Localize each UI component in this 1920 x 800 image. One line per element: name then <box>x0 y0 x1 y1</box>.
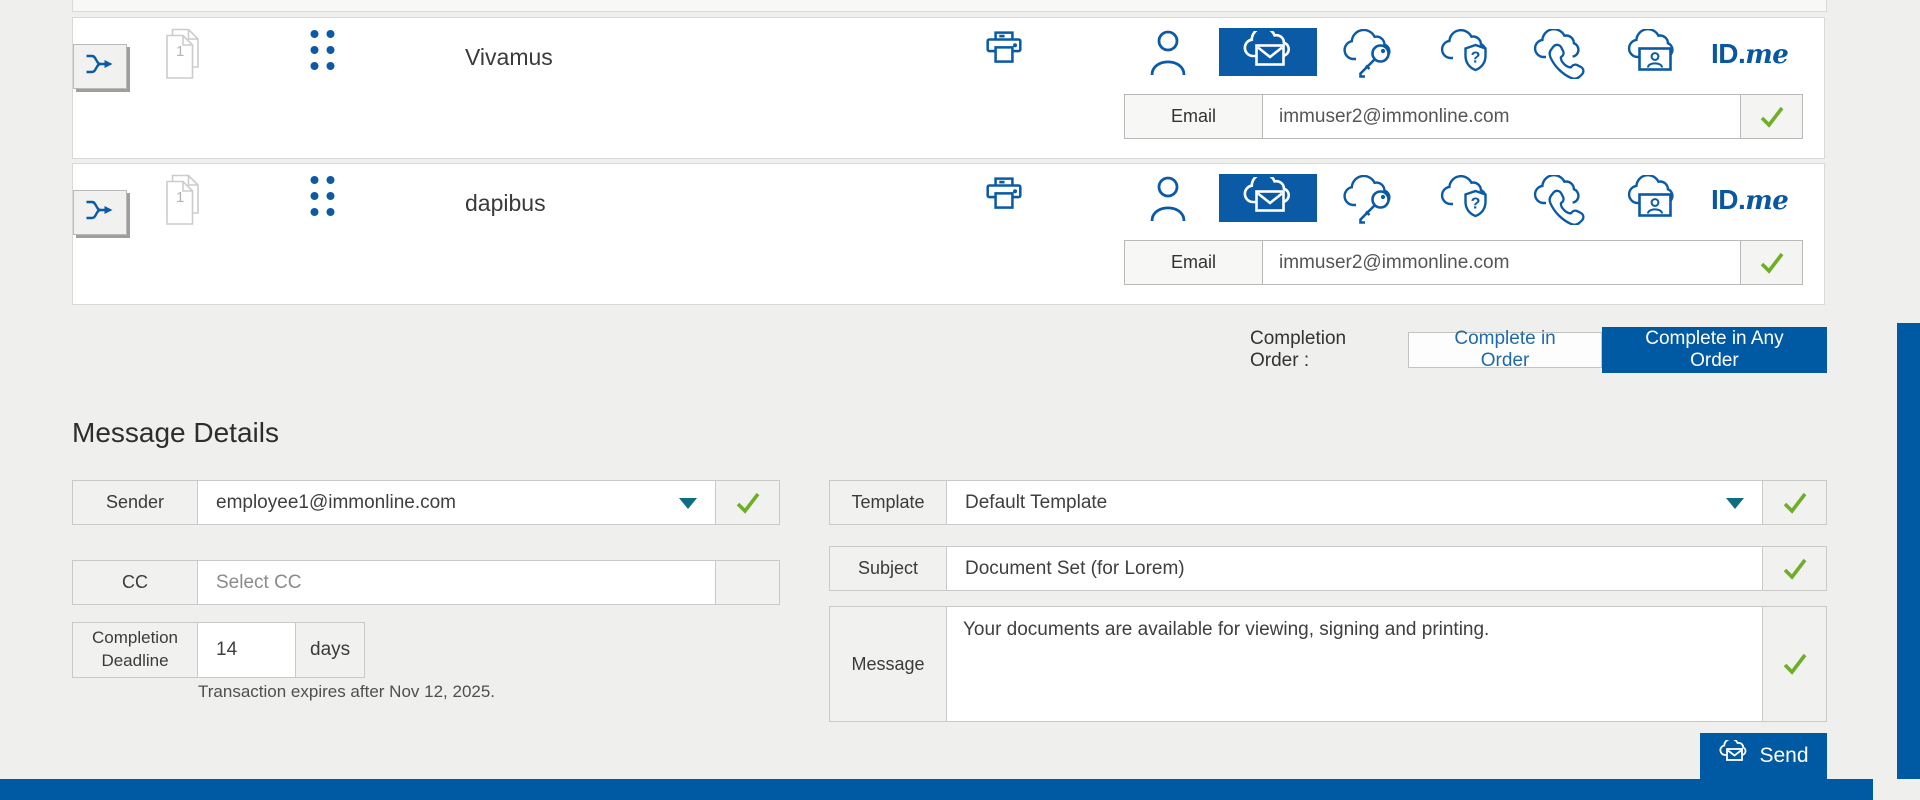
print-icon[interactable] <box>985 30 1023 75</box>
idme-logo[interactable]: ID.me <box>1711 184 1789 216</box>
deadline-days-input[interactable] <box>198 623 295 677</box>
expiry-note: Transaction expires after Nov 12, 2025. <box>198 682 496 701</box>
check-icon <box>736 492 759 514</box>
phone-auth-icon[interactable] <box>1531 28 1591 84</box>
cc-label: CC <box>122 572 148 593</box>
id-verification-icon[interactable] <box>1625 174 1687 230</box>
template-label: Template <box>851 492 925 513</box>
idme-logo-italic: me <box>1745 40 1789 70</box>
svg-text:?: ? <box>1471 50 1481 67</box>
email-delivery-icon-selected[interactable] <box>1219 28 1317 76</box>
completion-deadline-row: Completion Deadline days <box>72 622 365 678</box>
subject-label: Subject <box>857 558 919 579</box>
sender-label: Sender <box>105 492 165 513</box>
document-pages-icon[interactable]: 1 <box>165 28 207 85</box>
send-button[interactable]: Send <box>1700 733 1827 779</box>
email-label: Email <box>1124 94 1263 139</box>
deadline-unit: days <box>310 639 351 660</box>
template-row: Template Default Template <box>829 480 1827 525</box>
email-valid-cell <box>1741 94 1803 139</box>
check-icon <box>1783 558 1806 580</box>
recipient-email-row: Email <box>1124 94 1803 139</box>
message-valid-cell <box>1763 607 1826 721</box>
sender-dropdown[interactable]: employee1@immonline.com <box>197 481 716 524</box>
recipient-name: Vivamus <box>465 44 553 70</box>
recipient-name: dapibus <box>465 190 546 216</box>
svg-text:?: ? <box>1471 196 1481 213</box>
sender-row: Sender employee1@immonline.com <box>72 480 780 525</box>
cc-row: CC <box>72 560 780 605</box>
idme-logo[interactable]: ID.me <box>1711 38 1789 70</box>
complete-in-any-order-button[interactable]: Complete in Any Order <box>1601 327 1827 373</box>
idme-logo-bold: ID. <box>1711 38 1746 69</box>
chevron-down-icon <box>1726 497 1744 509</box>
send-envelope-icon <box>1718 737 1750 772</box>
scrollbar-thumb[interactable] <box>1897 323 1920 779</box>
in-person-delivery-icon[interactable] <box>1149 28 1187 81</box>
recipient-email-row: Email <box>1124 240 1803 285</box>
merge-recipient-button[interactable] <box>73 44 127 89</box>
complete-in-order-button[interactable]: Complete in Order <box>1408 328 1602 371</box>
id-verification-icon[interactable] <box>1625 28 1687 84</box>
merge-arrow-icon <box>85 51 115 82</box>
subject-input[interactable] <box>947 547 1762 590</box>
access-code-icon[interactable] <box>1341 174 1399 230</box>
drag-handle-icon[interactable] <box>309 174 336 224</box>
subject-valid-cell <box>1763 547 1826 590</box>
page-count: 1 <box>176 43 184 60</box>
print-icon[interactable] <box>985 176 1023 221</box>
idme-logo-bold: ID. <box>1711 184 1746 215</box>
check-icon <box>1783 653 1806 675</box>
phone-auth-icon[interactable] <box>1531 174 1591 230</box>
check-icon <box>1760 106 1783 128</box>
send-button-label: Send <box>1759 744 1809 767</box>
completion-order-label: Completion Order : <box>1250 328 1347 371</box>
email-delivery-icon-selected[interactable] <box>1219 174 1317 222</box>
merge-arrow-icon <box>85 197 115 228</box>
email-valid-cell <box>1741 240 1803 285</box>
security-question-icon[interactable]: ? <box>1439 29 1495 84</box>
cc-input[interactable] <box>198 561 715 604</box>
completion-order-group: Completion Order : Complete in Order Com… <box>1250 327 1827 373</box>
cc-empty-cell <box>716 561 779 604</box>
deadline-label: Completion Deadline <box>92 628 178 670</box>
in-person-delivery-icon[interactable] <box>1149 174 1187 227</box>
sender-valid-cell <box>716 481 779 524</box>
template-value: Default Template <box>965 491 1108 513</box>
message-label: Message <box>851 653 925 674</box>
recipient-row: 1 Vivamus <box>72 17 1825 159</box>
page-title: Message Details <box>72 417 279 448</box>
check-icon <box>1783 492 1806 514</box>
chevron-down-icon <box>679 497 697 509</box>
subject-row: Subject <box>829 546 1827 591</box>
document-pages-icon[interactable]: 1 <box>165 174 207 231</box>
email-input[interactable] <box>1263 240 1741 285</box>
idme-logo-italic: me <box>1745 186 1789 216</box>
bottom-accent-bar <box>0 779 1873 800</box>
message-row: Message Your documents are available for… <box>829 606 1827 722</box>
email-label: Email <box>1124 240 1263 285</box>
message-textarea[interactable]: Your documents are available for viewing… <box>947 607 1762 721</box>
recipient-row: 1 dapibus <box>72 163 1825 305</box>
template-valid-cell <box>1763 481 1826 524</box>
merge-recipient-button[interactable] <box>73 190 127 235</box>
email-input[interactable] <box>1263 94 1741 139</box>
check-icon <box>1760 252 1783 274</box>
sender-value: employee1@immonline.com <box>216 491 456 513</box>
access-code-icon[interactable] <box>1341 28 1399 84</box>
security-question-icon[interactable]: ? <box>1439 175 1495 230</box>
previous-panel-edge <box>72 0 1827 12</box>
template-dropdown[interactable]: Default Template <box>946 481 1763 524</box>
drag-handle-icon[interactable] <box>309 28 336 78</box>
page-count: 1 <box>176 189 184 206</box>
